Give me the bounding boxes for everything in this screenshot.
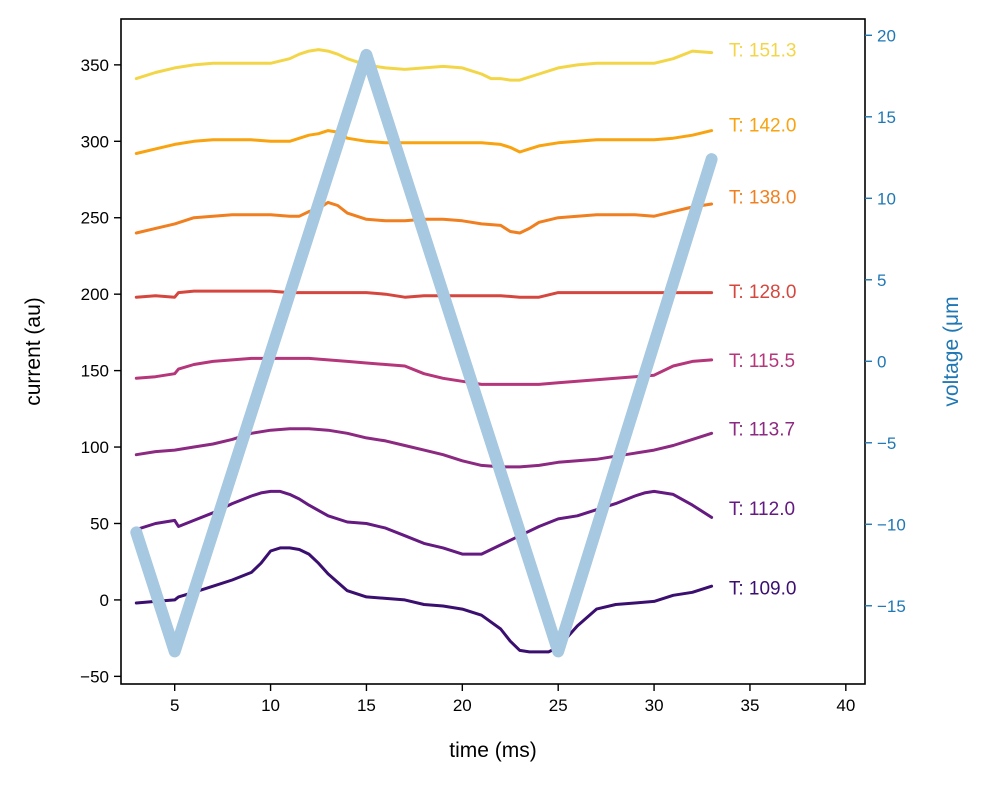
y-tick-label-2: 50 bbox=[90, 514, 109, 533]
series-line-1 bbox=[134, 489, 714, 556]
y-tick-label-4: 150 bbox=[81, 362, 109, 381]
series-label-5: T: 138.0 bbox=[729, 187, 797, 208]
right-tick-label-6: 15 bbox=[877, 108, 896, 127]
x-tick-label-5: 30 bbox=[645, 696, 664, 715]
x-axis-title: time (ms) bbox=[449, 739, 537, 762]
series-label-0: T: 109.0 bbox=[729, 579, 797, 600]
right-tick-label-5: 10 bbox=[877, 189, 896, 208]
right-axis-ticks: −15 −10 −5 0 5 10 15 20 bbox=[865, 26, 906, 616]
series-label-7: T: 151.3 bbox=[729, 41, 797, 62]
right-tick-label-0: −15 bbox=[877, 597, 906, 616]
series-label-2: T: 113.7 bbox=[729, 420, 795, 441]
y-tick-label-6: 250 bbox=[81, 209, 109, 228]
right-tick-label-3: 0 bbox=[877, 352, 886, 371]
series-line-3 bbox=[134, 356, 714, 386]
y-axis-ticks: −50 0 50 100 150 200 250 300 350 bbox=[80, 56, 121, 686]
x-tick-label-7: 40 bbox=[836, 696, 855, 715]
plot-frame bbox=[120, 18, 866, 685]
x-tick-label-2: 15 bbox=[357, 696, 376, 715]
x-axis-ticks: 5 10 15 20 25 30 35 40 bbox=[170, 684, 855, 715]
right-tick-label-4: 5 bbox=[877, 271, 886, 290]
series-line-6 bbox=[134, 129, 714, 155]
right-tick-label-1: −10 bbox=[877, 515, 906, 534]
x-tick-label-3: 20 bbox=[453, 696, 472, 715]
right-axis-title: voltage (μm bbox=[940, 296, 963, 406]
voltage-line bbox=[130, 48, 718, 658]
x-tick-label-0: 5 bbox=[170, 696, 179, 715]
y-tick-label-3: 100 bbox=[81, 438, 109, 457]
series-line-4 bbox=[134, 289, 714, 299]
y-tick-label-1: 0 bbox=[100, 591, 109, 610]
x-tick-label-1: 10 bbox=[261, 696, 280, 715]
x-tick-label-6: 35 bbox=[740, 696, 759, 715]
x-tick-label-4: 25 bbox=[549, 696, 568, 715]
y-tick-label-8: 350 bbox=[81, 56, 109, 75]
series-label-3: T: 115.5 bbox=[729, 351, 795, 372]
series-label-6: T: 142.0 bbox=[729, 115, 797, 136]
series-line-0 bbox=[134, 546, 714, 654]
y-tick-label-0: −50 bbox=[80, 667, 109, 686]
y-tick-label-5: 200 bbox=[81, 285, 109, 304]
voltage-series bbox=[130, 48, 718, 658]
series-line-7 bbox=[134, 48, 714, 82]
series-label-1: T: 112.0 bbox=[729, 499, 795, 520]
series-labels: T: 109.0 T: 112.0 T: 113.7 T: 115.5 T: 128.0… bbox=[729, 41, 797, 600]
y-axis-title: current (au) bbox=[22, 297, 45, 406]
right-tick-label-2: −5 bbox=[877, 434, 896, 453]
right-tick-label-7: 20 bbox=[877, 26, 896, 45]
series-label-4: T: 128.0 bbox=[729, 282, 797, 303]
y-tick-label-7: 300 bbox=[81, 132, 109, 151]
